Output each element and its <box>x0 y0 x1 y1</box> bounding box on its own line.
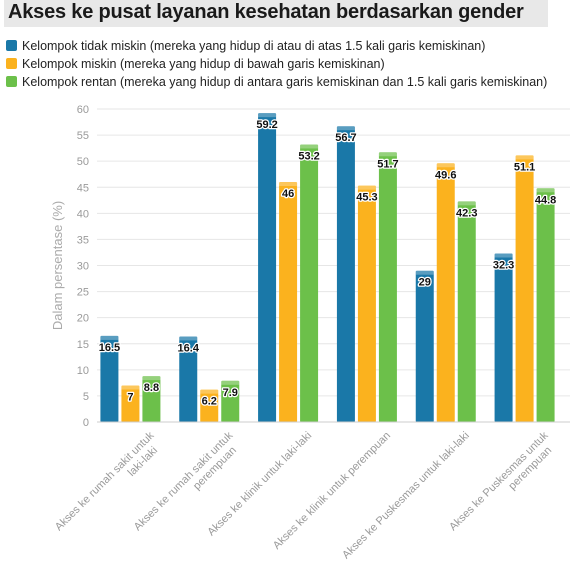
x-tick-label: Akses ke Puskesmas untuk laki-laki <box>340 430 472 562</box>
bar <box>357 185 376 422</box>
chart-title: Akses ke pusat layanan kesehatan berdasa… <box>8 1 524 23</box>
data-label: 42.3 <box>456 207 477 219</box>
bar <box>100 335 119 422</box>
bar <box>515 155 534 422</box>
bar <box>258 113 277 422</box>
bar-highlight <box>200 389 219 394</box>
bar <box>221 380 240 422</box>
y-tick-label: 30 <box>77 261 89 273</box>
data-label: 44.8 <box>535 194 556 206</box>
bar-highlight <box>258 113 277 118</box>
bar-highlight <box>142 376 161 381</box>
data-label: 56.7 <box>335 132 356 144</box>
y-tick-label: 25 <box>77 287 89 299</box>
bar-highlight <box>179 336 198 341</box>
legend-swatch-non-poor <box>6 40 17 51</box>
data-label: 32.3 <box>493 260 514 272</box>
bar <box>336 126 355 422</box>
legend-item-non-poor[interactable]: Kelompok tidak miskin (mereka yang hidup… <box>6 37 572 54</box>
title-banner: Akses ke pusat layanan kesehatan berdasa… <box>4 0 548 27</box>
y-tick-label: 0 <box>83 417 89 429</box>
bar <box>300 144 319 422</box>
y-tick-label: 45 <box>77 182 89 194</box>
data-label: 59.2 <box>256 119 277 131</box>
data-label: 16.4 <box>178 342 200 354</box>
y-tick-label: 40 <box>77 208 89 220</box>
data-label: 53.2 <box>298 150 319 162</box>
y-tick-label: 20 <box>77 313 89 325</box>
y-tick-label: 55 <box>77 130 89 142</box>
data-label: 29 <box>419 277 431 289</box>
bar-highlight <box>378 152 397 157</box>
data-label: 6.2 <box>202 396 217 408</box>
bar <box>200 389 219 422</box>
y-tick-label: 60 <box>77 104 89 116</box>
bar <box>415 270 434 422</box>
data-label: 45.3 <box>356 192 377 204</box>
bar-highlight <box>100 335 119 340</box>
data-label: 51.1 <box>514 161 535 173</box>
bar <box>436 163 455 422</box>
bar-highlight <box>221 380 240 385</box>
bar-highlight <box>336 126 355 131</box>
data-label: 16.5 <box>99 342 120 354</box>
legend-swatch-vulnerable <box>6 76 17 87</box>
y-tick-label: 5 <box>83 391 89 403</box>
bar-highlight <box>536 188 555 193</box>
data-label: 49.6 <box>435 169 456 181</box>
legend-swatch-poor <box>6 58 17 69</box>
legend-label-poor: Kelompok miskin (mereka yang hidup di ba… <box>22 56 385 71</box>
y-tick-label: 50 <box>77 156 89 168</box>
bar-highlight <box>357 185 376 190</box>
y-axis-label: Dalam persentase (%) <box>50 201 65 330</box>
legend-label-non-poor: Kelompok tidak miskin (mereka yang hidup… <box>22 38 486 53</box>
bar-highlight <box>436 163 455 168</box>
data-label: 8.8 <box>144 382 159 394</box>
bar <box>378 152 397 422</box>
bar <box>179 336 198 422</box>
bar-highlight <box>515 155 534 160</box>
bar <box>494 253 513 422</box>
bar-highlight <box>494 253 513 258</box>
x-tick-label: Akses ke rumah sakit untuklaki-laki <box>53 429 166 542</box>
bar-highlight <box>300 144 319 149</box>
data-label: 7 <box>127 391 133 403</box>
legend-label-vulnerable: Kelompok rentan (mereka yang hidup di an… <box>22 74 548 89</box>
legend: Kelompok tidak miskin (mereka yang hidup… <box>6 37 572 91</box>
y-tick-label: 10 <box>77 365 89 377</box>
data-label: 7.9 <box>223 387 238 399</box>
legend-item-vulnerable[interactable]: Kelompok rentan (mereka yang hidup di an… <box>6 73 572 90</box>
bar <box>536 188 555 422</box>
bar <box>121 385 140 422</box>
bar-highlight <box>457 201 476 206</box>
bar-highlight <box>279 182 298 187</box>
x-tick-label: Akses ke Puskesmas untukperempuan <box>447 429 560 542</box>
bar-highlight <box>415 270 434 275</box>
data-label: 46 <box>282 188 294 200</box>
bar-highlight <box>121 385 140 390</box>
x-tick-label-line: Akses ke Puskesmas untuk laki-laki <box>340 430 472 562</box>
bar <box>457 201 476 422</box>
y-tick-label: 35 <box>77 234 89 246</box>
legend-item-poor[interactable]: Kelompok miskin (mereka yang hidup di ba… <box>6 55 572 72</box>
data-label: 51.7 <box>377 158 398 170</box>
y-tick-label: 15 <box>77 339 89 351</box>
bar <box>142 376 161 422</box>
bar <box>279 182 298 422</box>
